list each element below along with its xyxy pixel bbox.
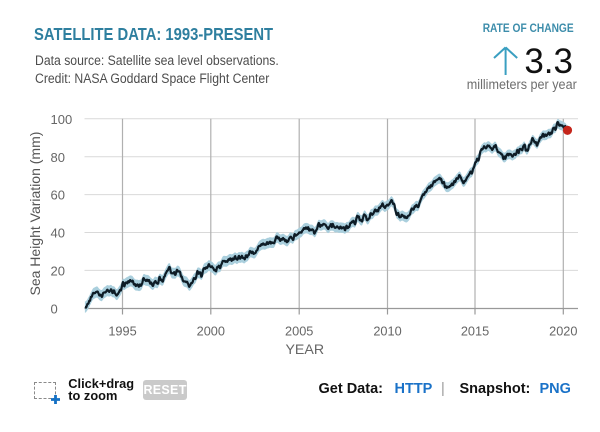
svg-text:0: 0 bbox=[51, 302, 58, 317]
svg-text:20: 20 bbox=[51, 264, 65, 279]
svg-text:2010: 2010 bbox=[373, 323, 401, 338]
svg-text:80: 80 bbox=[51, 150, 65, 165]
svg-text:100: 100 bbox=[51, 112, 73, 127]
svg-text:Sea Height Variation (mm): Sea Height Variation (mm) bbox=[27, 132, 43, 296]
svg-text:2005: 2005 bbox=[285, 323, 313, 338]
svg-text:2000: 2000 bbox=[197, 323, 225, 338]
svg-text:2015: 2015 bbox=[461, 323, 489, 338]
svg-text:40: 40 bbox=[51, 226, 65, 241]
svg-text:2020: 2020 bbox=[549, 323, 577, 338]
svg-text:1995: 1995 bbox=[108, 323, 136, 338]
svg-text:60: 60 bbox=[51, 188, 65, 203]
svg-text:YEAR: YEAR bbox=[285, 342, 324, 358]
